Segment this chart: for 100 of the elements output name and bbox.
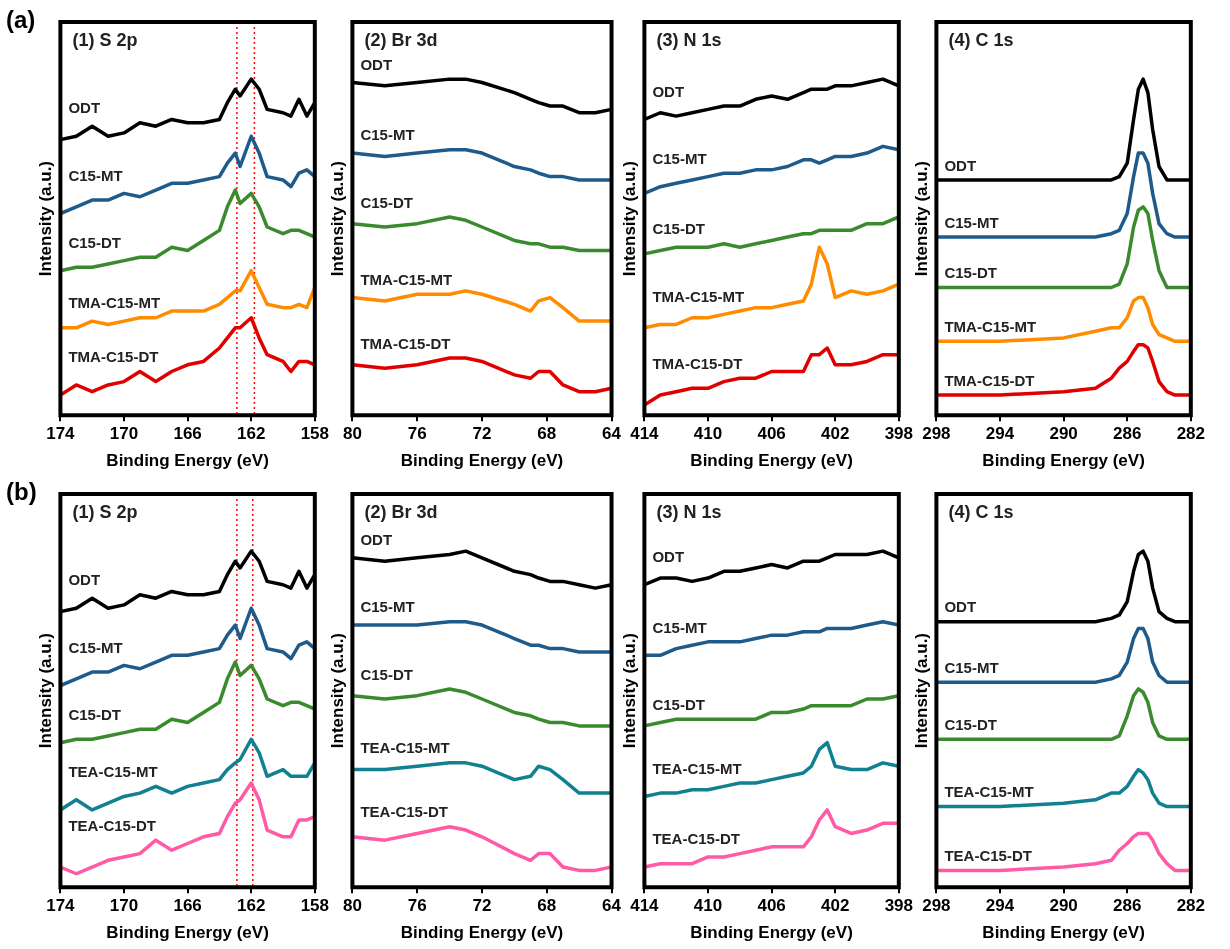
series-label: C15-MT xyxy=(360,598,415,616)
x-tick-label: 76 xyxy=(407,424,427,444)
series-label: C15-MT xyxy=(652,618,707,636)
x-tick-label: 174 xyxy=(46,424,76,444)
x-tick-label: 398 xyxy=(884,896,914,916)
text: (a) xyxy=(6,6,36,34)
series-label: C15-DT xyxy=(360,665,413,683)
x-tick-label: 414 xyxy=(630,896,660,916)
y-axis-title: Intensity (a.u.) xyxy=(911,160,931,277)
y-axis-title: Intensity (a.u.) xyxy=(911,632,931,749)
series-label: TMA-C15-DT xyxy=(68,348,159,366)
x-tick-label: 162 xyxy=(237,896,266,916)
series-label: TEA-C15-DT xyxy=(68,816,156,834)
x-tick-label: 170 xyxy=(109,896,139,916)
x-tick-label: 68 xyxy=(537,896,557,916)
x-tick-label: 402 xyxy=(821,896,850,916)
x-tick-label: 158 xyxy=(300,896,330,916)
series-label: TMA-C15-MT xyxy=(944,317,1037,335)
series-label: TMA-C15-MT xyxy=(360,270,453,288)
series-label: C15-DT xyxy=(360,193,413,211)
y-axis-title: Intensity (a.u.) xyxy=(35,160,55,277)
x-tick-label: 80 xyxy=(342,424,362,444)
x-tick-label: 298 xyxy=(922,424,951,444)
x-tick-label: 406 xyxy=(757,896,786,916)
x-tick-label: 410 xyxy=(693,896,723,916)
series-label: C15-MT xyxy=(360,126,415,144)
x-tick-label: 80 xyxy=(342,896,362,916)
series-label: C15-DT xyxy=(68,705,121,723)
chart-title: (2) Br 3d xyxy=(364,29,438,50)
chart-title: (3) N 1s xyxy=(656,501,722,522)
series-label: ODT xyxy=(652,547,685,565)
series-label: TEA-C15-MT xyxy=(944,783,1034,801)
x-axis-title: Binding Energy (eV) xyxy=(690,451,853,471)
chart-title: (1) S 2p xyxy=(72,29,138,50)
x-tick-label: 286 xyxy=(1113,896,1142,916)
chart-title: (4) C 1s xyxy=(948,501,1014,522)
series-label: TEA-C15-DT xyxy=(360,803,448,821)
series-label: ODT xyxy=(68,99,101,117)
y-axis-title: Intensity (a.u.) xyxy=(35,632,55,749)
chart-title: (1) S 2p xyxy=(72,501,138,522)
series-label: ODT xyxy=(944,598,977,616)
chart-title: (3) N 1s xyxy=(656,29,722,50)
y-axis-title: Intensity (a.u.) xyxy=(327,160,347,277)
chart-title: (2) Br 3d xyxy=(364,501,438,522)
series-label: TEA-C15-MT xyxy=(68,763,158,781)
series-label: TMA-C15-DT xyxy=(360,334,451,352)
x-tick-label: 64 xyxy=(602,896,622,916)
x-tick-label: 170 xyxy=(109,424,139,444)
x-tick-label: 290 xyxy=(1049,896,1078,916)
x-tick-label: 174 xyxy=(46,896,76,916)
series-label: ODT xyxy=(944,156,977,174)
x-tick-label: 166 xyxy=(173,896,202,916)
chart-title: (4) C 1s xyxy=(948,29,1014,50)
series-label: TMA-C15-DT xyxy=(652,354,743,372)
series-label: TEA-C15-DT xyxy=(944,847,1032,865)
series-label: C15-MT xyxy=(944,213,999,231)
x-axis-title: Binding Energy (eV) xyxy=(982,923,1145,943)
x-tick-label: 166 xyxy=(173,424,202,444)
x-axis-title: Binding Energy (eV) xyxy=(690,923,853,943)
x-tick-label: 68 xyxy=(537,424,557,444)
series-label: C15-DT xyxy=(68,233,121,251)
series-label: ODT xyxy=(68,571,101,589)
series-label: TMA-C15-MT xyxy=(68,294,161,312)
x-axis-title: Binding Energy (eV) xyxy=(400,923,564,943)
series-label: C15-MT xyxy=(944,658,999,676)
x-tick-label: 158 xyxy=(300,424,330,444)
x-tick-label: 282 xyxy=(1176,424,1206,444)
x-axis-title: Binding Energy (eV) xyxy=(982,451,1145,471)
x-tick-label: 410 xyxy=(693,424,723,444)
series-label: ODT xyxy=(360,55,393,73)
series-label: C15-DT xyxy=(652,220,705,238)
x-tick-label: 286 xyxy=(1113,424,1142,444)
series-label: TEA-C15-DT xyxy=(652,830,740,848)
series-label: TEA-C15-MT xyxy=(360,739,450,757)
x-tick-label: 298 xyxy=(922,896,951,916)
series-label: TEA-C15-MT xyxy=(652,759,742,777)
x-tick-label: 282 xyxy=(1176,896,1206,916)
x-tick-label: 406 xyxy=(757,424,786,444)
series-label: C15-MT xyxy=(68,166,123,184)
series-label: ODT xyxy=(652,82,685,100)
x-tick-label: 294 xyxy=(985,896,1015,916)
x-tick-label: 294 xyxy=(985,424,1015,444)
y-axis-title: Intensity (a.u.) xyxy=(327,632,347,749)
x-tick-label: 72 xyxy=(472,896,492,916)
x-axis-title: Binding Energy (eV) xyxy=(400,451,564,471)
series-label: TMA-C15-MT xyxy=(652,287,745,305)
series-label: C15-MT xyxy=(68,638,123,656)
x-tick-label: 398 xyxy=(884,424,914,444)
text: (b) xyxy=(6,478,37,506)
x-tick-label: 414 xyxy=(630,424,660,444)
x-tick-label: 402 xyxy=(821,424,850,444)
series-label: TMA-C15-DT xyxy=(944,371,1035,389)
x-tick-label: 72 xyxy=(472,424,492,444)
x-tick-label: 162 xyxy=(237,424,266,444)
series-label: C15-DT xyxy=(652,695,705,713)
x-axis-title: Binding Energy (eV) xyxy=(106,451,269,471)
y-axis-title: Intensity (a.u.) xyxy=(619,632,639,749)
series-label: ODT xyxy=(360,531,393,549)
x-axis-title: Binding Energy (eV) xyxy=(106,923,269,943)
y-axis-title: Intensity (a.u.) xyxy=(619,160,639,277)
